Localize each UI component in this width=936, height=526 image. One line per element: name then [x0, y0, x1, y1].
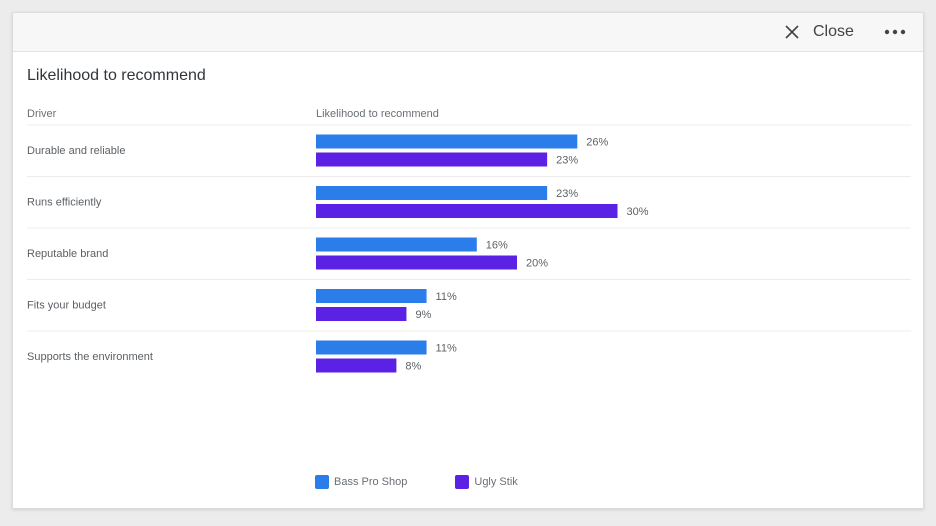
data-label: 9%: [415, 309, 431, 321]
legend-label: Ugly Stik: [474, 476, 518, 488]
legend-swatch: [455, 475, 470, 489]
data-label: 30%: [627, 206, 649, 218]
data-label: 20%: [526, 258, 548, 270]
bar-chart: Durable and reliable 26% 23% Runs efficient…: [27, 124, 911, 373]
data-label: 16%: [486, 240, 508, 252]
data-label: 23%: [556, 155, 578, 167]
category-label: Durable and reliable: [27, 145, 125, 157]
category-label: Supports the environment: [27, 351, 153, 363]
panel-title: Likelihood to recommend: [27, 67, 206, 84]
close-button[interactable]: Close: [785, 21, 854, 43]
legend-label: Bass Pro Shop: [334, 476, 408, 488]
data-bar[interactable]: [316, 358, 397, 373]
category-label: Fits your budget: [27, 300, 106, 312]
data-label: 11%: [436, 343, 457, 355]
data-bar[interactable]: [316, 186, 548, 200]
data-label: 11%: [436, 291, 457, 303]
data-bar[interactable]: [316, 237, 477, 252]
legend-item-series-1[interactable]: Bass Pro Shop: [315, 475, 407, 489]
data-bar[interactable]: [316, 340, 427, 355]
more-options-button[interactable]: [881, 25, 909, 39]
data-label: 8%: [405, 361, 421, 373]
data-bar[interactable]: [316, 134, 578, 149]
close-label: Close: [813, 23, 854, 40]
close-icon: [785, 25, 799, 39]
chart-legend: Bass Pro Shop Ugly Stik: [315, 475, 566, 489]
chart-modal: Close Likelihood to recommend Driver Lik…: [12, 12, 924, 509]
category-label: Reputable brand: [27, 248, 108, 260]
data-bar[interactable]: [316, 152, 548, 167]
driver-column-header: Driver: [27, 108, 57, 120]
metric-column-header: Likelihood to recommend: [316, 108, 439, 120]
more-options-icon: [881, 26, 909, 43]
data-label: 26%: [586, 137, 608, 149]
data-bar[interactable]: [316, 204, 618, 218]
category-label: Runs efficiently: [27, 197, 102, 209]
data-label: 23%: [556, 188, 578, 200]
modal-header: Close: [13, 13, 923, 52]
legend-item-series-2[interactable]: Ugly Stik: [455, 475, 518, 489]
data-bar[interactable]: [316, 255, 517, 270]
legend-swatch: [315, 475, 329, 489]
data-bar[interactable]: [316, 289, 427, 303]
data-bar[interactable]: [316, 307, 407, 321]
